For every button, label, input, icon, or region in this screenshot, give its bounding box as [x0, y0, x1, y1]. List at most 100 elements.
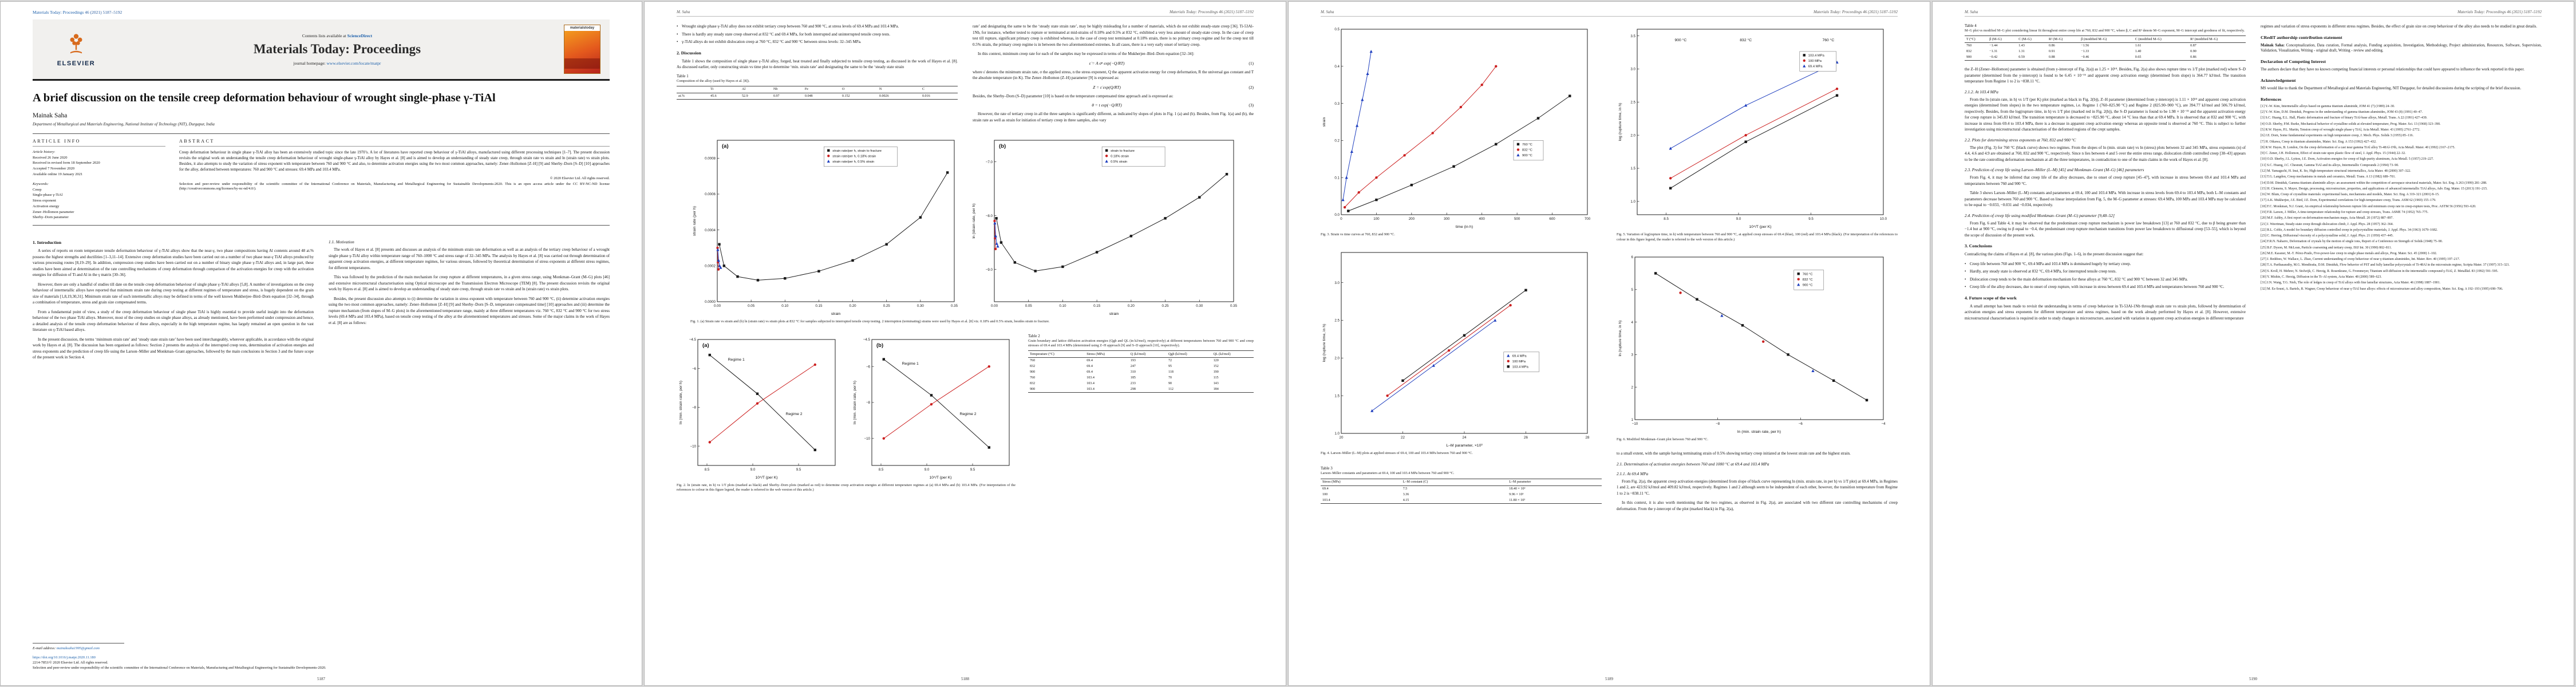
table-cell: 9.96 × 10³ — [1509, 492, 1524, 496]
table-cell: 900 — [1965, 54, 1988, 61]
journal-title: Materials Today: Proceedings — [253, 41, 421, 56]
table-header-cell: C (modified M–G) — [2133, 35, 2189, 44]
svg-text:strain to fracture: strain to fracture — [1111, 149, 1135, 153]
table-row: at.% 45.6 52.9 0.97 0.048 0.152 0.0026 0.016 — [677, 93, 958, 100]
svg-text:20: 20 — [1340, 436, 1344, 440]
table-cell: 0.152 — [840, 93, 878, 100]
table-header-cell: Stress (MPa) — [1321, 478, 1401, 486]
svg-text:9.0: 9.0 — [1736, 217, 1741, 221]
svg-text:500: 500 — [1514, 217, 1520, 221]
table-cell: 118 — [1168, 370, 1174, 374]
svg-text:0.18% strain: 0.18% strain — [1111, 155, 1129, 159]
introduction-paragraphs: A series of reports on room temperature … — [33, 248, 314, 361]
history-item: Received 26 June 2020 — [33, 155, 68, 160]
running-head: M. Saha Materials Today: Proceedings 46 … — [677, 10, 1254, 17]
journal-cover-thumbnail[interactable]: materialstoday — [564, 25, 600, 74]
body-columns: Table 4 M–G plot vs modified M–G plot co… — [1965, 23, 2542, 325]
table-cell: 1.40 — [2135, 50, 2142, 54]
fig1b-chart: 0.00 0.05 0.10 0.15 0.20 0.25 0.30 0.35 −7.0 −8.0… — [970, 135, 1239, 317]
section-heading-motivation: 1.1. Motivation — [329, 239, 354, 244]
svg-text:−6: −6 — [692, 367, 697, 371]
email-link[interactable]: mainaksaha1995@gmail.com — [56, 646, 100, 650]
table-cell: 184 — [1211, 386, 1254, 393]
svg-text:69.4 MPa: 69.4 MPa — [1808, 65, 1823, 69]
figure-1: 0.00 0.05 0.10 0.15 0.20 0.25 0.30 0.35 0.0000 0.… — [677, 135, 1254, 325]
table-cell: 11.80 × 10³ — [1507, 497, 1602, 504]
svg-text:0.15: 0.15 — [1093, 304, 1101, 308]
table-row: 760 103.4 185 70 115 — [1028, 375, 1254, 381]
paragraph: Table 1 shows the composition of single … — [677, 58, 958, 70]
svg-text:69.4 MPa: 69.4 MPa — [1512, 354, 1527, 358]
svg-text:0.00: 0.00 — [714, 304, 721, 308]
running-citation: Materials Today: Proceedings 46 (2021) 5… — [2457, 10, 2542, 14]
svg-text:1.0: 1.0 — [1630, 200, 1635, 204]
abstract-column: ABSTRACT Creep deformation behaviour in … — [179, 139, 610, 221]
reference-item: [21] J. Weertman, Steady-state creep thr… — [2261, 222, 2394, 226]
homepage-link[interactable]: www.elsevier.com/locate/matpr — [326, 60, 381, 66]
fig4-chart: 20 22 24 26 28 1.0 1.5 2.0 2.5 3.0 L–M parameter, … — [1321, 246, 1594, 448]
banner-center: Contents lists available at ScienceDirec… — [110, 33, 564, 66]
svg-text:−8.0: −8.0 — [986, 214, 993, 218]
table-cell: 832 — [1966, 50, 1972, 54]
page-number: 5187 — [317, 677, 325, 681]
table2-label: Table 2 — [1028, 333, 1040, 338]
svg-text:4: 4 — [1631, 321, 1634, 325]
svg-text:0.5: 0.5 — [1334, 27, 1340, 31]
page-number: 5190 — [2249, 677, 2257, 681]
table1-label: Table 1 — [677, 73, 689, 78]
figure-2: 8.5 9.0 9.5 −4.5 −6 −8 −10 10⁴/T (per K) ln (min… — [677, 333, 1016, 493]
journal-name-link[interactable]: Materials Today: Proceedings — [33, 10, 84, 15]
right-column: regimes and variation of stress exponent… — [2261, 23, 2542, 325]
reference-item: [18] F.C. Monkman, N.J. Grant, An empiri… — [2261, 204, 2476, 208]
cover-stripe — [564, 58, 600, 69]
doi-link[interactable]: https://doi.org/10.1016/j.matpr.2020.11.… — [33, 655, 96, 660]
reference-item: [28] T.A. Parthasarathy, M.G. Mendiratta… — [2261, 263, 2510, 267]
table-header-cell: Nb — [771, 85, 803, 93]
elsevier-logo[interactable]: ELSEVIER — [42, 32, 110, 67]
svg-text:Regime 1: Regime 1 — [902, 362, 919, 366]
svg-text:0.30: 0.30 — [917, 304, 924, 308]
svg-text:0.10: 0.10 — [1059, 304, 1066, 308]
svg-text:ln (strain rate, per h): ln (strain rate, per h) — [972, 203, 976, 238]
table-cell: 298 — [1128, 386, 1167, 393]
table-cell: 90 — [1168, 382, 1172, 386]
svg-text:900 °C: 900 °C — [1522, 154, 1532, 157]
reference-item: [22] R.L. Coble, A model for boundary di… — [2261, 228, 2438, 232]
article-info-abstract: ARTICLE INFO Article history: Received 2… — [33, 133, 610, 226]
fig1a-chart: 0.00 0.05 0.10 0.15 0.20 0.25 0.30 0.35 0.0000 0.… — [691, 135, 960, 317]
table-header-cell: Stress (MPa) — [1085, 350, 1129, 358]
svg-text:−7.0: −7.0 — [986, 160, 993, 164]
table-cell: 0.87 — [2190, 44, 2196, 48]
table-cell: 193 — [1130, 359, 1136, 363]
table-cell: −0.42 — [1988, 54, 2017, 61]
svg-text:0.35: 0.35 — [1230, 304, 1238, 308]
abstract-text: Creep deformation behaviour in single ph… — [179, 150, 610, 172]
table-cell: 233 — [1130, 382, 1136, 386]
claim-bullet: There is hardly any steady state creep o… — [677, 31, 958, 38]
conclusions-list: Creep life between 760 and 900 °C, 69.4 … — [1965, 261, 2246, 290]
svg-text:−8: −8 — [1716, 422, 1720, 426]
paragraph: In this context, minimum creep rate for … — [978, 52, 1195, 56]
equation-2: Z = ε̇ exp(Q/RT) (2) — [1093, 84, 1254, 90]
svg-text:0.0006: 0.0006 — [705, 192, 716, 196]
declaration-text: The authors declare that they have no kn… — [2261, 68, 2524, 72]
table-cell: 103.4 — [1321, 497, 1401, 504]
svg-text:0.2: 0.2 — [1334, 139, 1340, 143]
fig5-chart: 8.5 9.0 9.5 10.0 1.0 1.5 2.0 2.5 3.0 3.5 10⁴/T (pe… — [1617, 23, 1890, 230]
sciencedirect-link[interactable]: ScienceDirect — [347, 33, 373, 38]
table-header-cell: L–M constant (C) — [1401, 478, 1508, 486]
paragraph: From Fig. 2(a), the apparent creep activ… — [1617, 479, 1898, 496]
svg-text:strain rate/per h, 0.5% strain: strain rate/per h, 0.5% strain — [832, 160, 874, 164]
author-name: Mainak Saha — [33, 112, 68, 119]
table-header-cell: Temperature (°C) — [1028, 350, 1085, 358]
svg-text:strain rate/per h, 0.18% strai: strain rate/per h, 0.18% strain — [832, 155, 876, 159]
table-cell: −1.33 — [2081, 50, 2089, 54]
reference-item: [32] M. Es-Souni, A. Bartels, R. Wagner,… — [2261, 287, 2503, 291]
table-cell: −0.46 — [2079, 54, 2134, 61]
svg-text:0.0: 0.0 — [1334, 213, 1340, 217]
svg-text:(b): (b) — [876, 342, 883, 349]
svg-text:3.5: 3.5 — [1630, 34, 1635, 38]
selection-line: Selection and peer-review under responsi… — [33, 665, 326, 670]
